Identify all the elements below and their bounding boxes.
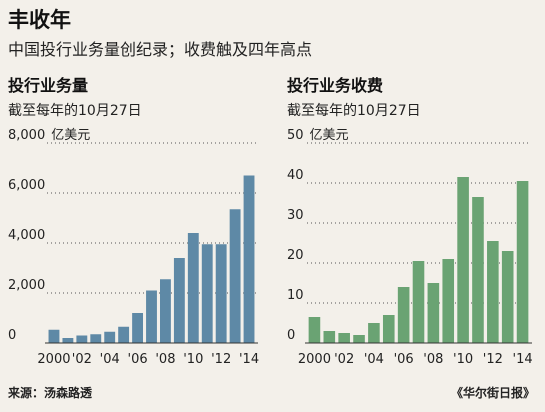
right-bar — [308, 317, 321, 343]
left-bar — [201, 244, 213, 343]
right-bar — [457, 177, 469, 343]
left-bar — [187, 233, 199, 343]
left-bar — [132, 313, 144, 343]
right-bar — [368, 323, 380, 343]
left-unit-label: 亿美元 — [51, 128, 90, 143]
left-bar — [159, 279, 171, 343]
page-title: 丰收年 — [8, 8, 71, 32]
left-xtick-label: '14 — [239, 352, 259, 367]
right-chart-title: 投行业务收费 — [287, 76, 384, 95]
right-ytick-label: 40 — [287, 168, 304, 183]
right-bar — [397, 287, 410, 343]
left-bar — [243, 175, 255, 343]
left-bar — [90, 334, 102, 343]
left-xtick-label: '12 — [211, 352, 231, 367]
right-ytick-label: 10 — [287, 288, 304, 303]
right-ytick-label: 50 — [287, 128, 304, 143]
left-bar — [118, 326, 130, 343]
left-bar — [215, 244, 227, 343]
right-unit-label: 亿美元 — [310, 128, 349, 143]
right-bar — [323, 331, 336, 343]
left-xtick-label: 2000 — [37, 352, 70, 367]
right-bar — [382, 315, 395, 343]
right-bar — [472, 197, 484, 343]
left-bar — [146, 290, 157, 343]
left-ytick-label: 4,000 — [8, 228, 45, 243]
left-ytick-label: 8,000 — [8, 128, 45, 143]
left-xtick-label: '06 — [128, 352, 148, 367]
left-bar — [104, 331, 116, 343]
right-bar — [338, 333, 350, 343]
right-ytick-label: 20 — [287, 248, 304, 263]
left-ytick-label: 0 — [8, 328, 16, 343]
left-bar — [48, 329, 60, 343]
right-chart-subtitle: 截至每年的10月27日 — [287, 103, 421, 119]
right-xtick-label: '04 — [364, 352, 384, 367]
right-xtick-label: '14 — [513, 352, 533, 367]
publisher-credit: 《华尔街日报》 — [450, 386, 535, 400]
right-xtick-label: '12 — [483, 352, 503, 367]
right-xtick-label: '10 — [453, 352, 473, 367]
left-ytick-label: 2,000 — [8, 278, 45, 293]
left-xtick-label: '02 — [72, 352, 92, 367]
right-bar — [427, 283, 440, 343]
left-xtick-label: '04 — [100, 352, 120, 367]
left-bar — [173, 258, 185, 343]
right-ytick-label: 0 — [287, 328, 295, 343]
left-bar — [62, 338, 74, 343]
right-xtick-label: 2000 — [298, 352, 331, 367]
left-xtick-label: '08 — [155, 352, 175, 367]
right-bar — [353, 335, 365, 343]
left-bar — [76, 335, 88, 343]
left-xtick-label: '10 — [183, 352, 203, 367]
left-ytick-label: 6,000 — [8, 178, 45, 193]
right-bar — [516, 181, 529, 343]
right-bar — [442, 259, 455, 343]
right-bar — [412, 261, 425, 343]
left-chart-title: 投行业务量 — [8, 76, 89, 95]
left-bar — [229, 209, 241, 343]
source-note: 来源：汤森路透 — [8, 386, 93, 400]
right-xtick-label: '08 — [423, 352, 443, 367]
page-subtitle: 中国投行业务量创纪录；收费触及四年高点 — [8, 40, 313, 59]
left-chart-subtitle: 截至每年的10月27日 — [8, 103, 142, 119]
right-ytick-label: 30 — [287, 208, 304, 223]
right-bar — [487, 241, 499, 343]
right-xtick-label: '06 — [394, 352, 414, 367]
right-xtick-label: '02 — [334, 352, 354, 367]
right-bar — [501, 251, 514, 343]
